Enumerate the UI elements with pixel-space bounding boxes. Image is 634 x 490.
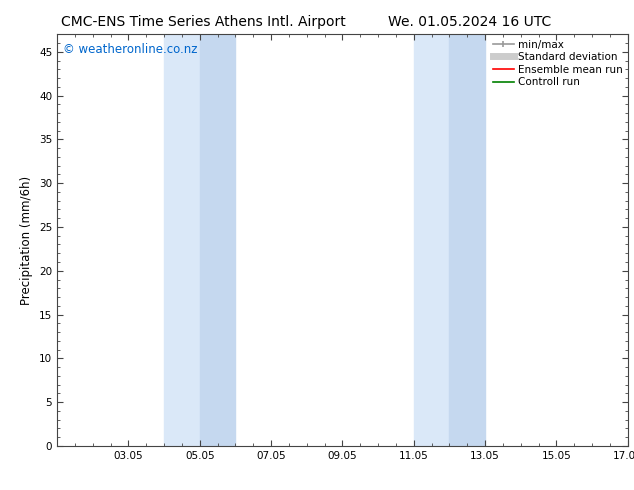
Bar bbox=[450, 34, 485, 446]
Text: CMC-ENS Time Series Athens Intl. Airport: CMC-ENS Time Series Athens Intl. Airport bbox=[60, 15, 346, 29]
Bar bbox=[414, 34, 450, 446]
Y-axis label: Precipitation (mm/6h): Precipitation (mm/6h) bbox=[20, 175, 34, 305]
Text: We. 01.05.2024 16 UTC: We. 01.05.2024 16 UTC bbox=[387, 15, 551, 29]
Legend: min/max, Standard deviation, Ensemble mean run, Controll run: min/max, Standard deviation, Ensemble me… bbox=[489, 36, 626, 91]
Text: © weatheronline.co.nz: © weatheronline.co.nz bbox=[63, 43, 197, 55]
Bar bbox=[200, 34, 235, 446]
Bar bbox=[164, 34, 200, 446]
